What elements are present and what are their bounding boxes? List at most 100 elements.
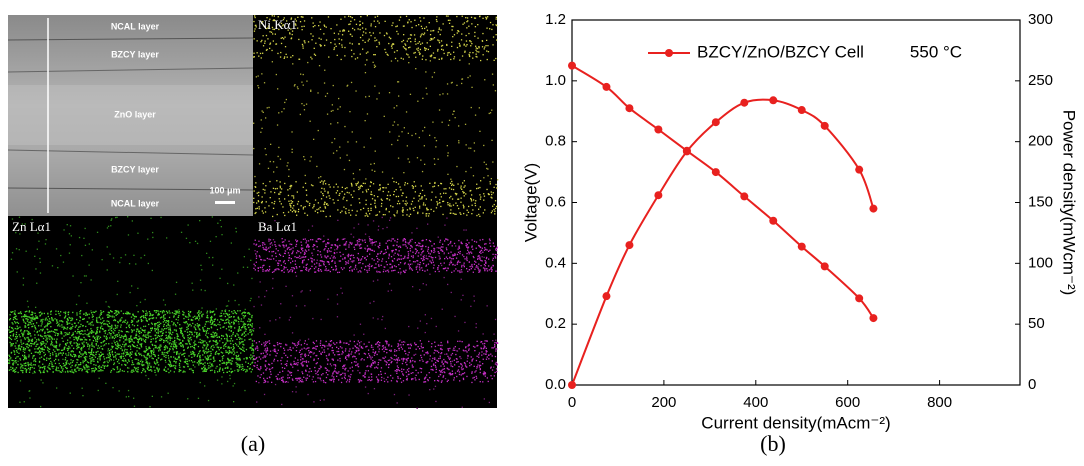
- eds-dot: [297, 250, 298, 251]
- eds-dot: [250, 298, 251, 299]
- eds-dot: [101, 342, 102, 343]
- eds-dot: [492, 254, 493, 255]
- eds-dot: [420, 44, 421, 45]
- eds-dot: [219, 340, 220, 341]
- eds-dot: [324, 188, 325, 189]
- eds-dot: [470, 266, 471, 267]
- eds-dot: [19, 358, 20, 359]
- eds-dot: [383, 187, 384, 188]
- eds-dot: [447, 83, 448, 84]
- eds-dot: [272, 272, 273, 273]
- eds-dot: [227, 314, 228, 315]
- eds-dot: [15, 328, 16, 329]
- eds-dot: [78, 295, 79, 296]
- eds-dot: [432, 186, 433, 187]
- eds-dot: [56, 387, 57, 388]
- eds-dot: [439, 29, 440, 30]
- eds-dot: [124, 344, 125, 345]
- eds-dot: [96, 317, 97, 318]
- eds-dot: [125, 343, 126, 344]
- eds-dot: [317, 254, 318, 255]
- eds-dot: [19, 313, 20, 314]
- eds-dot: [283, 108, 284, 109]
- eds-dot: [17, 322, 18, 323]
- eds-dot: [20, 364, 21, 365]
- eds-dot: [95, 354, 96, 355]
- eds-dot: [211, 324, 212, 325]
- eds-dot: [225, 311, 226, 312]
- eds-dot: [206, 312, 207, 313]
- eds-dot: [184, 322, 185, 323]
- eds-dot: [368, 210, 369, 211]
- eds-dot: [255, 240, 256, 241]
- eds-dot: [208, 333, 209, 334]
- eds-dot: [199, 333, 200, 334]
- eds-dot: [306, 267, 307, 268]
- eds-dot: [260, 41, 261, 42]
- eds-dot: [69, 364, 70, 365]
- eds-dot: [80, 364, 81, 365]
- eds-dot: [355, 266, 356, 267]
- eds-dot: [474, 241, 475, 242]
- eds-dot: [306, 81, 307, 82]
- eds-dot: [495, 90, 496, 91]
- eds-dot: [26, 330, 27, 331]
- eds-dot: [144, 356, 145, 357]
- eds-dot: [240, 352, 241, 353]
- eds-dot: [457, 199, 458, 200]
- eds-dot: [262, 267, 263, 268]
- eds-dot: [218, 354, 219, 355]
- eds-dot: [408, 253, 409, 254]
- eds-dot: [25, 339, 26, 340]
- sem-label: BZCY layer: [111, 164, 159, 174]
- eds-dot: [434, 137, 435, 138]
- eds-dot: [342, 34, 343, 35]
- eds-dot: [488, 259, 489, 260]
- eds-dot: [326, 216, 327, 217]
- eds-dot: [369, 266, 370, 267]
- eds-dot: [90, 323, 91, 324]
- eds-dot: [439, 27, 440, 28]
- eds-dot: [214, 324, 215, 325]
- eds-dot: [109, 353, 110, 354]
- eds-dot: [360, 37, 361, 38]
- eds-dot: [117, 336, 118, 337]
- eds-dot: [144, 332, 145, 333]
- eds-dot: [24, 337, 25, 338]
- eds-dot: [54, 318, 55, 319]
- eds-dot: [219, 322, 220, 323]
- eds-dot: [434, 164, 435, 165]
- eds-dot: [91, 312, 92, 313]
- eds-dot: [114, 330, 115, 331]
- eds-dot: [126, 354, 127, 355]
- eds-dot: [246, 358, 247, 359]
- eds-dot: [466, 247, 467, 248]
- eds-dot: [97, 327, 98, 328]
- eds-dot: [348, 212, 349, 213]
- eds-dot: [88, 317, 89, 318]
- eds-dot: [68, 346, 69, 347]
- eds-dot: [320, 176, 321, 177]
- eds-dot: [197, 362, 198, 363]
- eds-dot: [319, 21, 320, 22]
- eds-dot: [209, 328, 210, 329]
- eds-dot: [265, 41, 266, 42]
- eds-dot: [374, 251, 375, 252]
- eds-dot: [117, 346, 118, 347]
- eds-dot: [254, 56, 255, 57]
- eds-dot: [117, 343, 118, 344]
- eds-dot: [325, 270, 326, 271]
- eds-dot: [312, 207, 313, 208]
- eds-dot: [484, 196, 485, 197]
- eds-dot: [41, 379, 42, 380]
- eds-dot: [275, 253, 276, 254]
- eds-dot: [220, 319, 221, 320]
- eds-dot: [464, 195, 465, 196]
- eds-dot: [107, 361, 108, 362]
- eds-dot: [214, 360, 215, 361]
- eds-dot: [433, 265, 434, 266]
- eds-dot: [493, 258, 494, 259]
- eds-dot: [277, 188, 278, 189]
- eds-dot: [302, 248, 303, 249]
- eds-dot: [263, 35, 264, 36]
